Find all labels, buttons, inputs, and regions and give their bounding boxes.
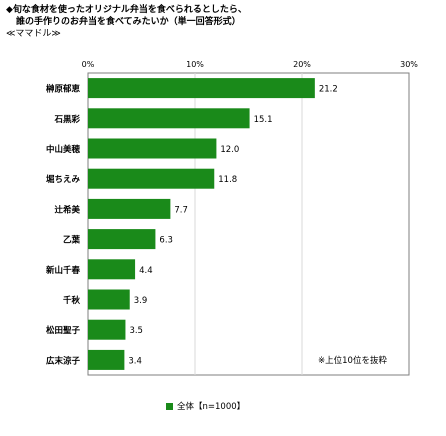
bar (88, 319, 126, 340)
legend: 全体【n=1000】 (166, 400, 245, 412)
value-label: 12.0 (220, 145, 239, 155)
title-line-1: ◆旬な食材を使ったオリジナル弁当を食べられるとしたら、 (6, 5, 247, 15)
value-label: 7.7 (174, 205, 188, 215)
title-line-3: ≪ママドル≫ (6, 29, 61, 39)
category-label: 中山美穂 (46, 144, 81, 155)
category-label: 広末涼子 (46, 355, 81, 366)
bar (88, 138, 217, 159)
bar (88, 168, 215, 189)
value-label: 4.4 (139, 266, 153, 276)
category-label: 榊原郁恵 (46, 84, 81, 95)
value-label: 11.8 (218, 175, 237, 185)
bar (88, 78, 315, 99)
title-line-2: 誰の手作りのお弁当を食べてみたいか（単一回答形式） (16, 17, 241, 27)
chart-note: ※上位10位を抜粋 (318, 356, 387, 366)
value-label: 3.4 (128, 356, 142, 366)
category-label: 乙葉 (63, 235, 81, 246)
bar (88, 259, 136, 280)
legend-label: 全体【n=1000】 (177, 402, 246, 412)
value-label: 6.3 (159, 236, 173, 246)
bar (88, 349, 125, 370)
bar (88, 108, 250, 129)
category-label: 堀ちえみ (46, 174, 81, 185)
category-label: 千秋 (63, 295, 81, 306)
x-tick-label: 0% (82, 60, 95, 69)
value-label: 3.5 (129, 326, 143, 336)
category-label: 辻希美 (54, 204, 80, 215)
x-tick-label: 20% (293, 60, 311, 69)
bar (88, 229, 156, 250)
value-label: 3.9 (134, 296, 148, 306)
bar (88, 198, 171, 219)
x-tick-label: 10% (186, 60, 204, 69)
category-label: 石黒彩 (53, 114, 80, 125)
x-tick-label: 30% (400, 60, 418, 69)
legend-swatch (166, 402, 173, 410)
bar (88, 289, 130, 310)
value-label: 21.2 (319, 85, 338, 95)
category-label: 松田聖子 (46, 325, 81, 336)
value-label: 15.1 (254, 115, 273, 125)
category-label: 新山千春 (46, 265, 81, 276)
chart-title: ◆旬な食材を使ったオリジナル弁当を食べられるとしたら、 誰の手作りのお弁当を食べ… (6, 4, 247, 40)
